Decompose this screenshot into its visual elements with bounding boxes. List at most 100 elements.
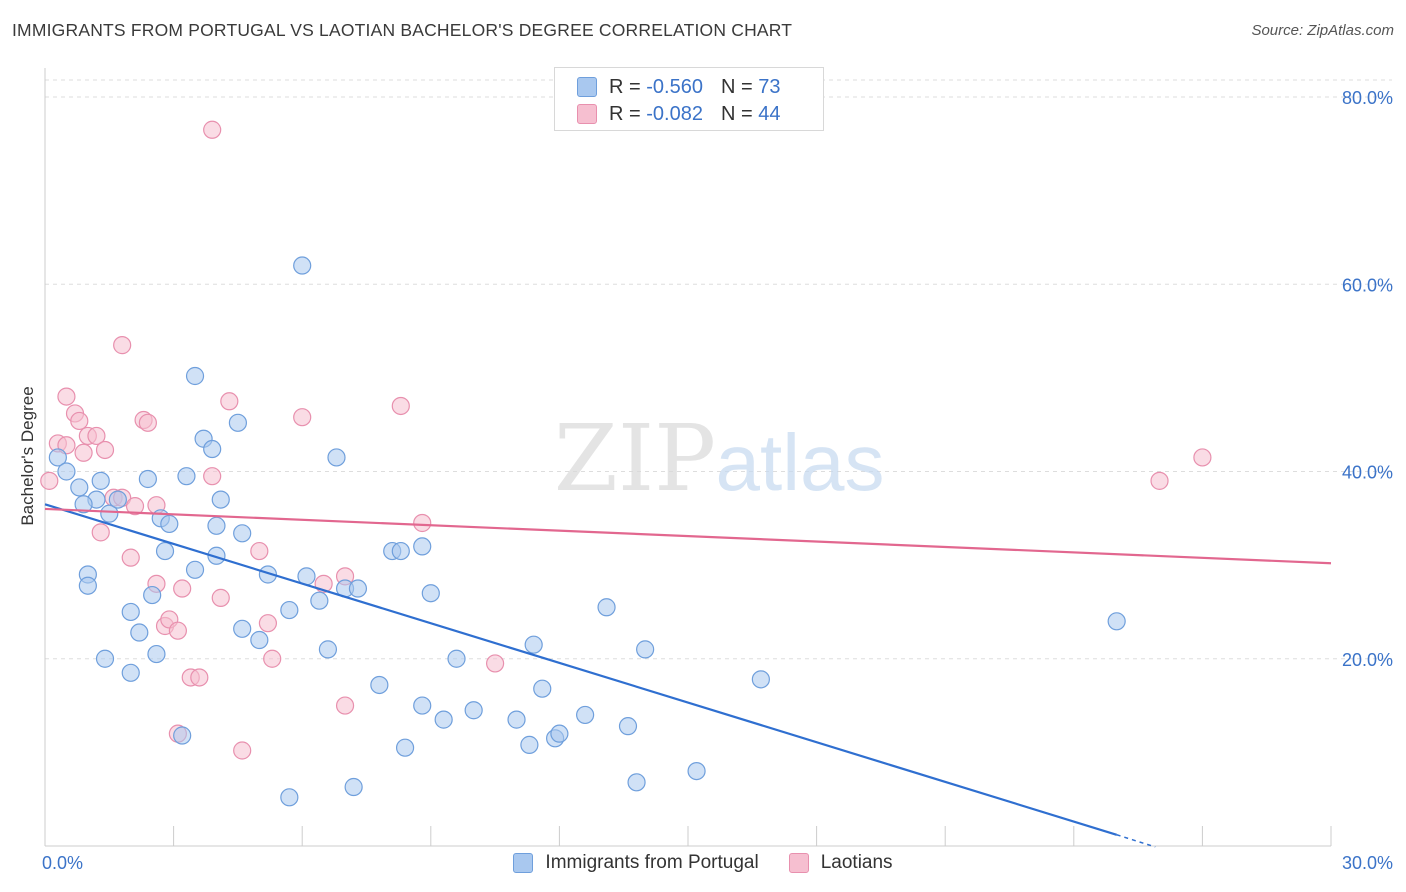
portugal-point xyxy=(121,663,140,682)
laotian-point xyxy=(190,668,209,687)
portugal-point xyxy=(391,541,410,561)
pink-swatch xyxy=(577,104,597,124)
source-label: Source: ZipAtlas.com xyxy=(1251,22,1394,39)
portugal-point xyxy=(91,471,110,490)
laotian-point xyxy=(87,426,106,446)
laotian-point xyxy=(138,413,157,432)
portugal-point xyxy=(280,600,299,620)
laotian-point xyxy=(258,614,278,633)
laotian-point xyxy=(391,396,410,416)
portugal-point xyxy=(751,670,770,689)
portugal-point xyxy=(413,537,432,556)
portugal-point xyxy=(520,735,539,754)
portugal-point xyxy=(533,679,552,698)
y-tick-label: 80.0% xyxy=(1342,88,1393,108)
portugal-point xyxy=(211,490,230,509)
portugal-point xyxy=(280,788,299,807)
stats-legend-row-portugal: R = -0.560 N = 73 xyxy=(577,74,780,100)
portugal-point xyxy=(155,541,175,561)
blue-swatch xyxy=(513,853,534,873)
portugal-point xyxy=(121,602,140,622)
portugal-point xyxy=(233,524,252,543)
portugal-point xyxy=(348,579,368,598)
portugal-point xyxy=(327,448,346,467)
n-label: N = xyxy=(720,102,753,125)
r-value: -0.082 xyxy=(646,102,703,125)
stats-legend: R = -0.560 N = 73 R = -0.082 N = 44 xyxy=(554,67,824,131)
laotian-point xyxy=(113,336,132,355)
legend-label-laotians: Laotians xyxy=(820,852,893,873)
laotian-point xyxy=(40,471,59,490)
laotian-point xyxy=(211,588,230,607)
portugal-point xyxy=(627,773,646,792)
laotian-point xyxy=(413,513,432,533)
portugal-point xyxy=(464,701,483,720)
portugal-point xyxy=(233,619,252,638)
r-label: R = xyxy=(609,102,641,125)
laotian-point xyxy=(121,548,140,567)
laotian-point xyxy=(233,741,252,760)
portugal-point xyxy=(203,439,222,459)
portugal-point xyxy=(524,635,543,654)
n-value: 73 xyxy=(758,75,781,98)
legend-item-portugal: Immigrants from Portugal xyxy=(513,852,759,874)
portugal-point xyxy=(70,478,89,497)
portugal-point xyxy=(143,585,162,605)
portugal-point xyxy=(413,696,432,715)
portugal-point xyxy=(57,462,76,481)
portugal-point xyxy=(434,710,453,729)
portugal-point xyxy=(636,640,655,659)
laotian-point xyxy=(1193,448,1212,467)
portugal-point xyxy=(78,576,97,595)
laotian-point xyxy=(70,411,89,431)
legend-label-portugal: Immigrants from Portugal xyxy=(545,852,759,873)
axes xyxy=(44,68,1332,847)
portugal-point xyxy=(310,591,329,610)
n-label: N = xyxy=(720,75,753,98)
portugal-point xyxy=(421,584,440,603)
portugal-point xyxy=(185,366,205,386)
laotian-point xyxy=(168,621,187,640)
laotian-point xyxy=(250,541,269,561)
portugal-point xyxy=(207,546,226,565)
portugal-point xyxy=(130,623,149,642)
r-value: -0.560 xyxy=(646,75,703,98)
x-tick-label: 30.0% xyxy=(1342,853,1393,873)
portugal-point xyxy=(147,644,166,664)
portugal-trend-line xyxy=(44,503,1117,836)
portugal-point xyxy=(160,514,179,534)
y-tick-label: 60.0% xyxy=(1342,275,1393,295)
r-label: R = xyxy=(609,75,641,98)
portugal-point xyxy=(100,504,119,523)
portugal-point xyxy=(108,490,127,509)
portugal-point xyxy=(687,761,706,781)
portugal-point xyxy=(177,467,196,486)
laotian-point xyxy=(335,696,355,715)
portugal-point xyxy=(138,469,157,489)
portugal-point xyxy=(618,717,638,736)
portugal-point xyxy=(293,256,312,275)
y-tick-label: 20.0% xyxy=(1342,650,1393,670)
laotian-point xyxy=(74,443,93,462)
portugal-point xyxy=(250,630,269,650)
watermark-zip: ZIP xyxy=(554,405,716,512)
laotian-point xyxy=(1150,471,1169,490)
portugal-point xyxy=(318,640,338,659)
laotian-point xyxy=(95,440,115,460)
portugal-point xyxy=(207,516,226,535)
grid-lines xyxy=(45,79,1392,660)
portugal-point xyxy=(576,705,595,725)
laotian-point xyxy=(203,120,222,139)
portugal-trend-extension xyxy=(1116,834,1156,848)
laotian-point xyxy=(486,654,505,673)
watermark-atlas: atlas xyxy=(716,418,885,507)
portugal-point xyxy=(370,675,389,695)
laotian-trend-line xyxy=(44,507,1332,565)
portugal-point xyxy=(173,726,192,745)
laotian-point xyxy=(220,392,239,411)
laotian-point xyxy=(125,497,145,516)
laotian-point xyxy=(263,649,282,668)
portugal-point xyxy=(597,598,616,617)
portugal-point xyxy=(1107,612,1126,631)
